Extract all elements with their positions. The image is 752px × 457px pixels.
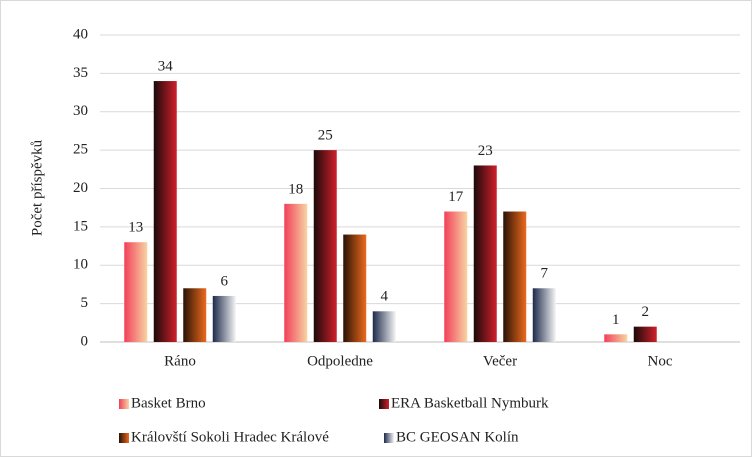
legend-swatch	[119, 433, 129, 443]
data-label: 13	[128, 220, 143, 236]
data-label: 2	[642, 304, 650, 320]
y-axis-label: Počet příspěvků	[29, 139, 45, 236]
bar	[532, 288, 556, 342]
bar	[313, 150, 337, 342]
legend-swatch	[384, 433, 394, 443]
y-tick-label: 30	[73, 103, 88, 119]
y-tick-label: 10	[73, 257, 88, 273]
legend-swatch	[119, 399, 129, 409]
data-label: 23	[478, 143, 493, 159]
data-label: 17	[448, 189, 464, 205]
bar	[212, 295, 236, 342]
bar	[633, 326, 657, 342]
y-tick-label: 0	[81, 333, 89, 349]
legend-label: Basket Brno	[131, 395, 206, 411]
y-tick-label: 35	[73, 65, 88, 81]
data-label: 25	[318, 128, 333, 144]
bar	[284, 203, 308, 342]
x-tick-label: Večer	[483, 353, 517, 369]
x-tick-label: Noc	[648, 353, 673, 369]
legend-label: BC GEOSAN Kolín	[396, 429, 519, 445]
legend-label: ERA Basketball Nymburk	[391, 395, 549, 411]
y-tick-label: 25	[73, 142, 88, 158]
y-tick-label: 5	[81, 295, 89, 311]
y-tick-label: 15	[73, 218, 88, 234]
y-tick-label: 20	[73, 180, 88, 196]
bar	[503, 211, 527, 342]
bar	[473, 165, 497, 342]
bar	[343, 234, 367, 342]
bar	[604, 334, 628, 342]
data-label: 34	[158, 58, 174, 74]
data-label: 7	[541, 266, 549, 282]
bar	[124, 242, 148, 342]
legend-label: Královští Sokoli Hradec Králové	[131, 429, 329, 445]
data-label: 6	[221, 273, 229, 289]
bar	[372, 311, 396, 342]
legend-swatch	[379, 399, 389, 409]
x-tick-label: Ráno	[164, 353, 196, 369]
x-tick-label: Odpoledne	[307, 353, 373, 369]
bar	[153, 81, 177, 343]
bar	[444, 211, 468, 342]
data-label: 4	[381, 289, 389, 305]
data-label: 1	[612, 312, 620, 328]
data-label: 18	[288, 181, 303, 197]
y-tick-label: 40	[73, 26, 88, 42]
bar	[183, 288, 207, 342]
